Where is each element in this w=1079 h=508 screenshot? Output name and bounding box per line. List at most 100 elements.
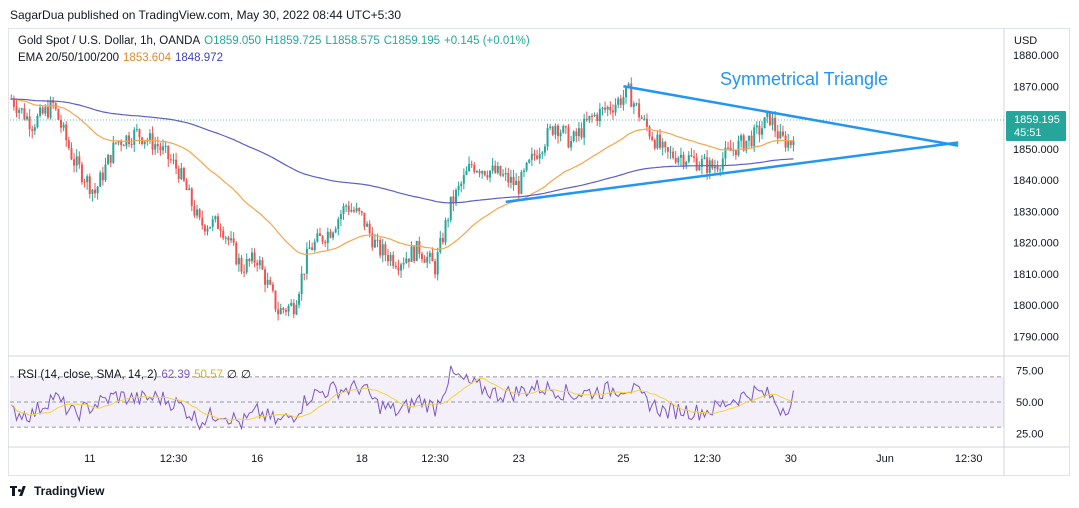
candle <box>360 210 363 216</box>
candle-body <box>227 237 230 241</box>
candle-body <box>520 171 523 194</box>
candle-body <box>300 273 303 294</box>
candle-body <box>366 223 369 227</box>
candle <box>99 170 102 188</box>
candle-body <box>274 290 277 310</box>
ohlc-close: C1859.195 <box>383 35 441 47</box>
candle <box>666 146 669 159</box>
candle <box>381 238 384 263</box>
candle-body <box>557 125 560 137</box>
candle <box>274 290 277 313</box>
candle <box>324 239 327 247</box>
candle-body <box>567 127 570 148</box>
candle-body <box>352 209 355 212</box>
candle <box>583 113 586 146</box>
candle-body <box>525 162 528 171</box>
candle-body <box>355 208 358 212</box>
candle-body <box>470 164 473 166</box>
candle-body <box>91 189 94 194</box>
candle-body <box>541 152 544 155</box>
candle <box>96 185 99 200</box>
candle <box>366 221 369 227</box>
candle-body <box>700 158 703 167</box>
candle-body <box>554 125 557 135</box>
symbol-title[interactable]: Gold Spot / U.S. Dollar, 1h, OANDA <box>18 35 201 47</box>
candle-body <box>771 117 774 125</box>
candle-body <box>753 127 756 147</box>
candle <box>177 165 180 183</box>
candle-body <box>138 129 141 138</box>
candle <box>724 140 727 166</box>
candle <box>250 247 253 264</box>
candle-body <box>347 205 350 212</box>
candle <box>763 116 766 129</box>
candle-body <box>316 233 319 242</box>
candle <box>562 124 565 134</box>
price-tick-label: 1830.000 <box>1013 206 1059 218</box>
candle-body <box>454 189 457 204</box>
candle <box>575 128 578 143</box>
candle <box>426 251 429 269</box>
candle-body <box>580 128 583 138</box>
candle <box>486 170 489 181</box>
candle-body <box>792 140 795 146</box>
candle <box>188 184 191 191</box>
time-tick-label: 25 <box>617 453 629 465</box>
candle <box>311 242 314 251</box>
candle <box>339 210 342 227</box>
candle-body <box>774 117 777 132</box>
candle-body <box>269 279 272 285</box>
candle <box>73 153 76 173</box>
ema-legend[interactable]: EMA 20/50/100/200 1853.604 1848.972 <box>18 52 227 64</box>
candle-body <box>83 181 86 183</box>
candle-body <box>622 97 625 105</box>
candle-body <box>159 146 162 151</box>
candle <box>248 257 251 267</box>
rsi-value: 62.39 <box>161 369 191 381</box>
candle <box>52 97 55 109</box>
candle-body <box>243 271 246 273</box>
candle-body <box>311 247 314 250</box>
candle <box>402 257 405 270</box>
candle-body <box>266 279 269 285</box>
candle-body <box>575 131 578 137</box>
candle-body <box>708 160 711 173</box>
candle <box>46 99 49 120</box>
candle-body <box>339 214 342 220</box>
candle <box>167 145 170 167</box>
footer-brand[interactable]: TradingView <box>10 484 104 498</box>
candle-body <box>536 155 539 159</box>
candle <box>643 114 646 121</box>
candle-body <box>384 244 387 256</box>
candle <box>645 113 648 132</box>
candle <box>114 142 117 145</box>
candle <box>128 131 131 148</box>
candle <box>290 299 293 307</box>
rsi-legend[interactable]: RSI (14, close, SMA, 14, 2) 62.39 50.57 ∅ ∅ <box>18 367 255 381</box>
candle-body <box>303 273 306 275</box>
candle <box>572 130 575 143</box>
candle-body <box>648 126 651 137</box>
candle <box>342 203 345 220</box>
candle-body <box>473 164 476 172</box>
candle <box>39 104 42 118</box>
ema-value-2: 1848.972 <box>175 52 223 64</box>
candle-body <box>598 108 601 122</box>
candle-body <box>711 160 714 169</box>
candle <box>630 77 633 107</box>
candle <box>407 258 410 268</box>
candle-body <box>104 164 107 181</box>
candle <box>771 112 774 131</box>
candle <box>125 134 128 149</box>
candle <box>245 253 248 275</box>
candle-body <box>318 233 321 236</box>
candle <box>465 166 468 176</box>
candle-body <box>128 135 131 144</box>
candle-body <box>745 140 748 151</box>
candle <box>423 255 426 263</box>
candle <box>180 162 183 181</box>
candle-body <box>434 261 437 275</box>
candle-body <box>682 154 685 166</box>
candle <box>617 96 620 109</box>
